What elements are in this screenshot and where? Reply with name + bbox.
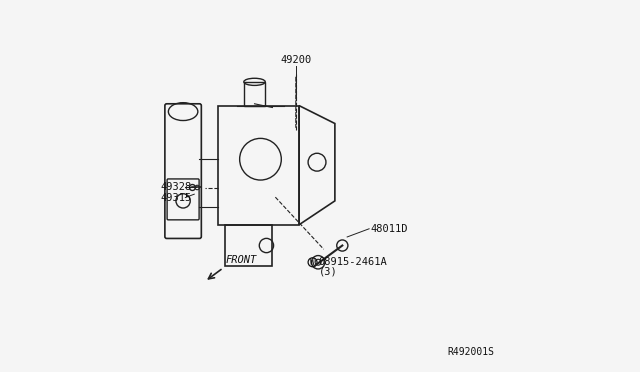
Text: (3): (3) <box>319 267 337 276</box>
Text: R492001S: R492001S <box>448 347 495 357</box>
Text: 49328: 49328 <box>161 182 192 192</box>
Text: 08915-2461A: 08915-2461A <box>319 257 387 267</box>
Text: W: W <box>310 258 315 267</box>
Text: 49200: 49200 <box>280 55 312 65</box>
Text: 48011D: 48011D <box>371 224 408 234</box>
Text: FRONT: FRONT <box>225 255 257 265</box>
Text: 49315: 49315 <box>161 193 192 203</box>
